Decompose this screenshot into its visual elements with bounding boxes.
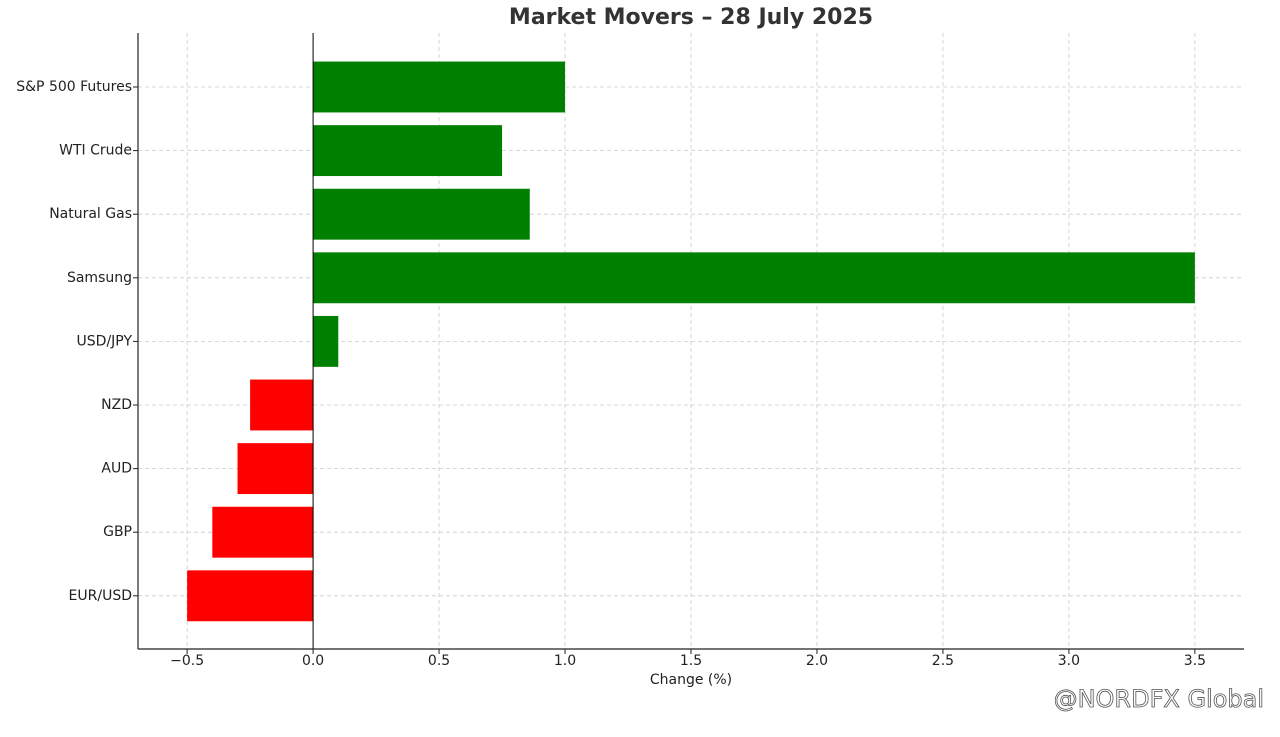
- bar: [237, 443, 314, 495]
- x-tick-label: 1.0: [554, 653, 576, 669]
- x-tick-label: 0.5: [428, 653, 450, 669]
- bar: [313, 315, 339, 367]
- x-tick-label: 0.0: [302, 653, 324, 669]
- bar: [313, 61, 566, 113]
- y-tick-label: GBP: [103, 524, 132, 540]
- x-tick-label: 1.5: [680, 653, 702, 669]
- bar: [313, 188, 530, 240]
- y-tick-label: S&P 500 Futures: [16, 79, 132, 95]
- bar: [250, 379, 314, 431]
- bar: [313, 125, 503, 177]
- x-tick-label: 2.5: [932, 653, 954, 669]
- watermark: @NORDFX Global: [1054, 685, 1264, 713]
- y-tick-label: EUR/USD: [69, 588, 132, 604]
- x-tick-label: 3.0: [1058, 653, 1080, 669]
- y-tick-label: AUD: [101, 461, 132, 477]
- x-tick-label: −0.5: [170, 653, 204, 669]
- y-tick-label: NZD: [101, 397, 132, 413]
- y-tick-label: USD/JPY: [77, 333, 133, 349]
- x-tick-label: 2.0: [806, 653, 828, 669]
- y-tick-label: Samsung: [67, 270, 132, 286]
- x-axis-label: Change (%): [650, 672, 732, 688]
- y-tick-label: WTI Crude: [59, 143, 132, 159]
- bar: [313, 252, 1195, 304]
- y-tick-label: Natural Gas: [49, 206, 132, 222]
- bar: [212, 506, 314, 558]
- x-tick-label: 3.5: [1184, 653, 1206, 669]
- bar: [187, 570, 314, 622]
- chart-title: Market Movers – 28 July 2025: [509, 5, 873, 30]
